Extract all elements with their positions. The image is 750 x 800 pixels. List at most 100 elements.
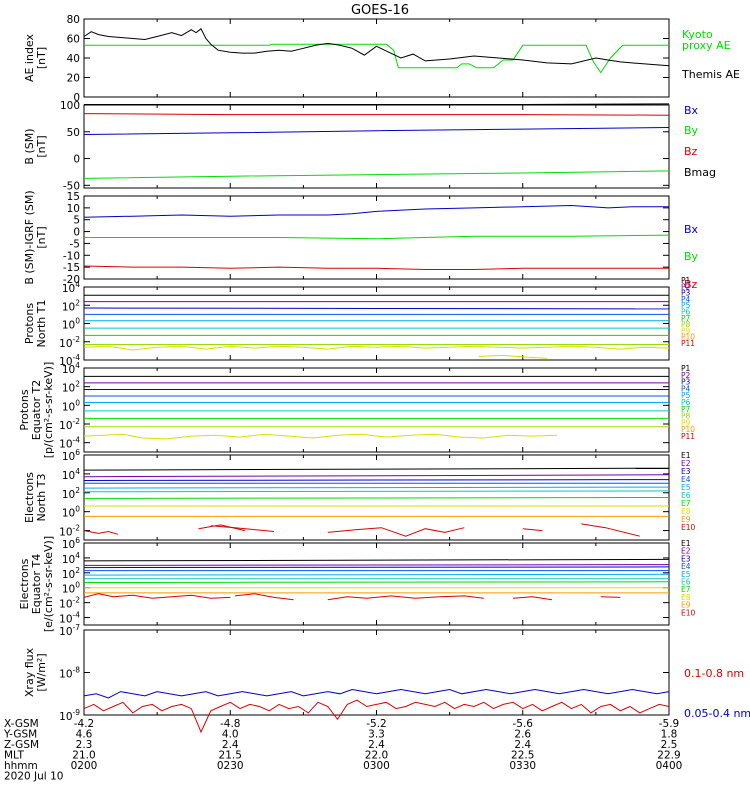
legend-label: Bx	[684, 104, 699, 117]
y-tick-label: 15	[67, 191, 80, 203]
series-line-0-05-0-4-nm	[83, 688, 670, 699]
tick-exponent: 2	[75, 486, 80, 495]
y-tick-label: 100	[62, 581, 80, 596]
legend-label: P2	[681, 282, 691, 291]
y-axis-label: Equator T2	[30, 380, 43, 440]
y-tick-label: 10-4	[59, 436, 80, 451]
panel-2: -50 0 50 100 B (SM) [nT] Bx By Bz Bmag	[23, 100, 716, 192]
series-line-e10-a-	[83, 530, 119, 535]
series-line-bx	[83, 127, 670, 135]
series-line-e10-d-	[327, 527, 465, 537]
tick-exponent: 2	[75, 298, 80, 307]
panel-frame	[83, 367, 670, 453]
y-axis-label: [e/(cm²-s-sr-keV)]	[42, 536, 55, 632]
date-label: 2020 Jul 10	[4, 771, 63, 783]
legend-label: P1	[681, 364, 691, 373]
tick-exponent: 0	[75, 581, 80, 590]
tick-base: 10	[62, 283, 75, 295]
y-tick-label: 10-4	[59, 353, 80, 368]
y-axis-label: B (SM)	[23, 128, 36, 164]
series-line-e10-a-	[83, 593, 231, 599]
panel-frame	[83, 104, 670, 189]
y-tick-label: 100	[62, 317, 80, 332]
legend-label: Kyoto	[682, 28, 713, 41]
series-line-themis-ae	[83, 28, 670, 67]
legend-label: P6	[681, 308, 691, 317]
legend-label: E4	[681, 475, 691, 484]
tick-base: 10	[62, 364, 75, 376]
tick-exponent: -4	[73, 611, 81, 620]
series-line-e10-b-	[235, 593, 294, 601]
series-line-p9-low-	[478, 354, 548, 359]
tick-base: 10	[62, 383, 75, 395]
y-axis-label: B (SM)-IGRF (SM)	[23, 190, 36, 284]
series-line-bmag	[84, 103, 670, 105]
y-axis-label: Electrons	[18, 558, 31, 609]
tick-exponent: 0	[75, 505, 80, 514]
series-line-p9	[83, 345, 670, 351]
x-row-name: Z-GSM	[4, 739, 39, 751]
legend-label: P8	[681, 320, 691, 329]
x-row-value: 2.6	[514, 729, 531, 741]
y-axis-label: AE index	[23, 33, 36, 82]
y-tick-label: 106	[62, 536, 80, 551]
tick-base: 10	[62, 584, 75, 596]
legend-label: Bz	[684, 145, 698, 158]
x-row-value: -5.6	[513, 718, 534, 730]
y-tick-label: 10-7	[59, 623, 80, 638]
y-tick-label: 10	[67, 203, 80, 215]
tick-exponent: 6	[75, 536, 80, 545]
legend-label: P7	[681, 405, 691, 414]
y-axis-label: [nT]	[35, 226, 48, 248]
x-row-value: -5.9	[659, 718, 680, 730]
y-axis-label: North T1	[35, 300, 48, 348]
x-row-value: 2.4	[514, 739, 531, 751]
tick-exponent: 0	[75, 398, 80, 407]
tick-base: 10	[59, 439, 72, 451]
tick-exponent: 2	[75, 380, 80, 389]
x-row-value: 22.9	[657, 750, 680, 762]
y-tick-label: 104	[62, 361, 80, 376]
legend-label: E2	[681, 547, 691, 556]
x-row-value: 1.8	[661, 729, 678, 741]
y-tick-label: 102	[62, 486, 80, 501]
legend-label: E10	[681, 608, 696, 617]
tick-base: 10	[62, 470, 75, 482]
panel-frame	[83, 18, 670, 98]
y-axis-label: Electrons	[23, 472, 36, 523]
tick-base: 10	[59, 614, 72, 626]
y-tick-label: 50	[67, 127, 80, 139]
legend-label: Bmag	[684, 166, 716, 179]
series-line-e10-c-	[210, 525, 275, 532]
series-line-e2	[83, 564, 670, 566]
series-line-e5	[83, 486, 670, 489]
y-tick-label: -50	[63, 180, 80, 192]
y-axis-label: [W/m²]	[35, 653, 48, 691]
x-row-value: 2.4	[222, 739, 239, 751]
series-line-e10-c-	[327, 595, 484, 601]
tick-exponent: -2	[73, 335, 81, 344]
tick-exponent: -9	[73, 708, 81, 717]
x-row-name: Y-GSM	[3, 729, 37, 741]
legend-label: Bx	[684, 223, 699, 236]
x-axis-labels: X-GSM -4.2 -4.8 -5.2 -5.6 -5.9Y-GSM 4.6 4.0 3.3 2…	[3, 718, 682, 783]
legend-label: E6	[681, 578, 691, 587]
legend-label: E3	[681, 554, 691, 563]
tick-exponent: -4	[73, 353, 81, 362]
x-row-value: 21.5	[219, 750, 242, 762]
x-row-value: 0300	[363, 760, 390, 772]
x-row-value: 21.0	[72, 750, 95, 762]
legend-label: By	[684, 250, 699, 263]
y-tick-label: -5	[70, 238, 80, 250]
y-tick-label: 10-4	[59, 611, 80, 626]
legend-label: P2	[681, 371, 691, 380]
legend-label: P11	[681, 339, 695, 348]
legend-label: P5	[681, 391, 691, 400]
legend-label: P10	[681, 333, 695, 342]
y-tick-label: 10-2	[59, 596, 80, 611]
tick-base: 10	[59, 711, 72, 723]
legend-label: E8	[681, 507, 691, 516]
